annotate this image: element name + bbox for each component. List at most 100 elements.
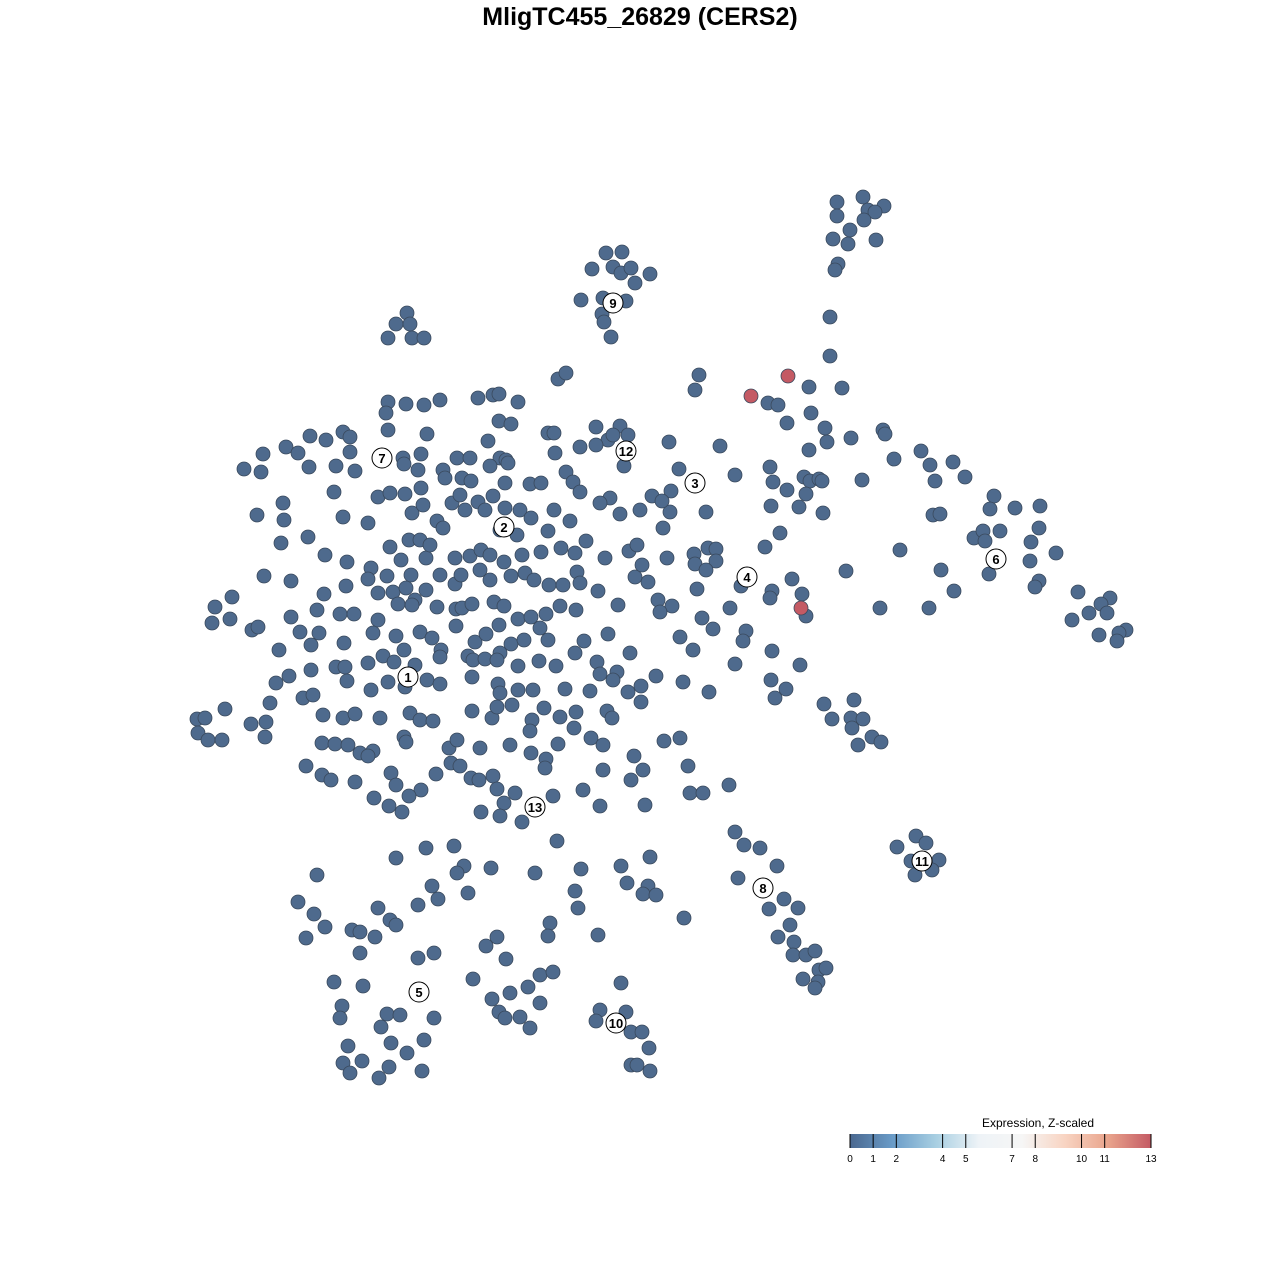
data-point <box>396 642 412 658</box>
data-point <box>886 451 902 467</box>
data-point <box>605 427 621 443</box>
data-point <box>510 611 526 627</box>
data-point <box>815 505 831 521</box>
data-point <box>497 500 513 516</box>
data-point <box>388 917 404 933</box>
colorbar-tick-label: 5 <box>963 1154 969 1165</box>
data-point <box>298 930 314 946</box>
colorbar-tick-label: 10 <box>1076 1154 1088 1165</box>
data-point <box>779 482 795 498</box>
data-point <box>236 461 252 477</box>
data-point <box>842 222 858 238</box>
data-point <box>721 777 737 793</box>
cluster-label-badge <box>397 666 419 688</box>
data-point <box>819 434 835 450</box>
data-point <box>541 577 557 593</box>
data-point <box>1099 605 1115 621</box>
data-point <box>388 316 404 332</box>
data-point <box>981 566 997 582</box>
data-point <box>785 947 801 963</box>
data-point <box>523 609 539 625</box>
data-point <box>685 642 701 658</box>
data-point <box>791 499 807 515</box>
data-point <box>913 443 929 459</box>
data-point <box>854 472 870 488</box>
data-point <box>592 666 608 682</box>
data-point <box>315 707 331 723</box>
data-point <box>614 244 630 260</box>
data-point <box>463 473 479 489</box>
data-point <box>701 684 717 700</box>
data-point <box>855 189 871 205</box>
data-point <box>460 885 476 901</box>
data-point <box>397 486 413 502</box>
cluster-label-text: 12 <box>619 444 633 459</box>
data-point <box>1023 534 1039 550</box>
data-point <box>504 697 520 713</box>
data-point <box>414 1063 430 1079</box>
data-point <box>489 781 505 797</box>
data-point <box>258 714 274 730</box>
data-point <box>429 599 445 615</box>
data-point <box>255 446 271 462</box>
data-point <box>378 405 394 421</box>
data-point <box>576 633 592 649</box>
data-point <box>275 495 291 511</box>
data-point <box>600 626 616 642</box>
data-point <box>340 737 356 753</box>
data-point <box>546 502 562 518</box>
data-point <box>200 732 216 748</box>
cluster-label-8: 8 <box>752 877 774 899</box>
cluster-label-badge <box>752 877 774 899</box>
cluster-label-9: 9 <box>602 292 624 314</box>
data-point <box>583 730 599 746</box>
data-point <box>770 929 786 945</box>
data-point <box>370 612 386 628</box>
data-point-high-expression <box>793 600 809 616</box>
cluster-label-text: 11 <box>915 854 929 869</box>
data-point <box>637 797 653 813</box>
data-point <box>727 656 743 672</box>
data-point <box>770 397 786 413</box>
cluster-label-text: 9 <box>609 296 616 311</box>
data-point <box>383 1035 399 1051</box>
cluster-label-text: 13 <box>528 800 542 815</box>
data-point <box>482 458 498 474</box>
data-point <box>597 550 613 566</box>
data-point <box>786 934 802 950</box>
data-point <box>416 397 432 413</box>
data-point <box>283 573 299 589</box>
data-point <box>592 798 608 814</box>
data-point <box>523 745 539 761</box>
data-point <box>642 849 658 865</box>
data-point <box>592 495 608 511</box>
data-point <box>540 928 556 944</box>
data-point <box>613 975 629 991</box>
data-point <box>982 501 998 517</box>
data-point <box>360 571 376 587</box>
data-point <box>695 785 711 801</box>
data-point <box>654 493 670 509</box>
data-point <box>635 886 651 902</box>
data-point <box>489 699 505 715</box>
data-point <box>326 484 342 500</box>
data-point <box>496 598 512 614</box>
data-point <box>503 636 519 652</box>
data-point <box>317 919 333 935</box>
data-point <box>575 782 591 798</box>
cluster-label-text: 10 <box>609 1016 623 1031</box>
data-point <box>430 891 446 907</box>
data-point <box>478 626 494 642</box>
data-point <box>498 951 514 967</box>
data-point <box>503 568 519 584</box>
data-point <box>868 232 884 248</box>
data-point <box>620 427 636 443</box>
data-point <box>672 629 688 645</box>
data-point <box>410 462 426 478</box>
data-point <box>292 624 308 640</box>
cluster-label-badge <box>602 292 624 314</box>
cluster-label-badge <box>524 796 546 818</box>
data-point <box>290 894 306 910</box>
data-point <box>856 212 872 228</box>
data-point <box>691 367 707 383</box>
